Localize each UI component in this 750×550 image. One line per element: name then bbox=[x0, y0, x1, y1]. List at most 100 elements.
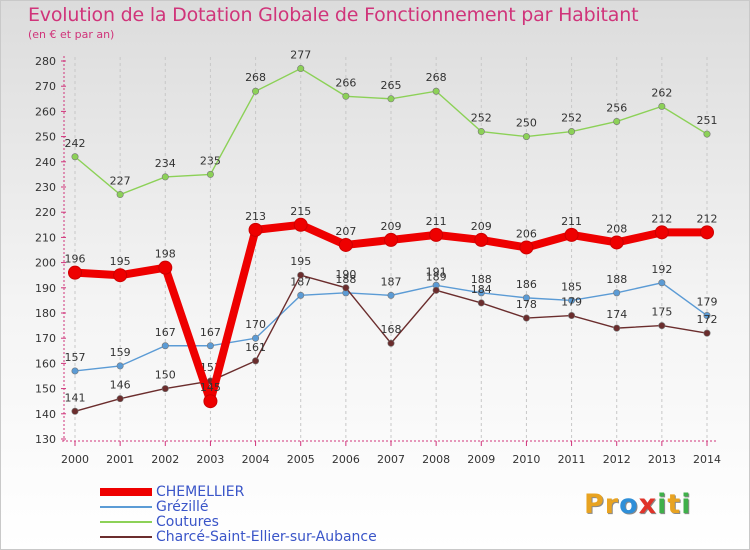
y-tick-label: 210 bbox=[35, 231, 56, 244]
data-label: 213 bbox=[245, 210, 266, 223]
data-label: 252 bbox=[561, 112, 582, 125]
data-label: 170 bbox=[245, 318, 266, 331]
data-point bbox=[161, 173, 169, 181]
legend-swatch bbox=[100, 521, 152, 523]
data-label: 141 bbox=[65, 391, 86, 404]
data-label: 206 bbox=[516, 227, 537, 240]
data-label: 211 bbox=[426, 215, 447, 228]
data-label: 179 bbox=[561, 296, 582, 309]
data-label: 185 bbox=[561, 280, 582, 293]
data-label: 208 bbox=[606, 222, 627, 235]
legend-swatch bbox=[100, 536, 152, 538]
y-tick-label: 160 bbox=[35, 357, 56, 370]
x-tick-label: 2003 bbox=[196, 453, 224, 466]
data-point bbox=[116, 191, 124, 199]
data-point bbox=[71, 153, 79, 161]
data-label: 256 bbox=[606, 101, 627, 114]
x-tick-label: 2013 bbox=[648, 453, 676, 466]
data-point bbox=[206, 342, 214, 350]
data-point bbox=[477, 299, 485, 307]
data-label: 209 bbox=[381, 220, 402, 233]
data-point bbox=[158, 260, 173, 275]
data-point bbox=[161, 342, 169, 350]
data-label: 227 bbox=[110, 175, 131, 188]
data-label: 157 bbox=[65, 351, 86, 364]
x-tick-label: 2009 bbox=[467, 453, 495, 466]
y-tick-label: 140 bbox=[35, 408, 56, 421]
data-point bbox=[613, 324, 621, 332]
data-point bbox=[564, 227, 579, 242]
data-point bbox=[703, 312, 711, 320]
data-label: 187 bbox=[381, 275, 402, 288]
data-label: 195 bbox=[110, 255, 131, 268]
y-tick-label: 170 bbox=[35, 332, 56, 345]
y-tick-label: 220 bbox=[35, 206, 56, 219]
data-point bbox=[161, 385, 169, 393]
data-label: 268 bbox=[245, 71, 266, 84]
data-point bbox=[474, 232, 489, 247]
data-label: 234 bbox=[155, 157, 176, 170]
data-point bbox=[252, 357, 260, 365]
data-label: 212 bbox=[697, 212, 718, 225]
proxiti-logo: Proxiti bbox=[584, 489, 692, 520]
data-point bbox=[568, 312, 576, 320]
data-point bbox=[703, 329, 711, 337]
data-label: 168 bbox=[381, 323, 402, 336]
data-point bbox=[613, 289, 621, 297]
data-point bbox=[477, 128, 485, 136]
data-label: 198 bbox=[155, 248, 176, 261]
data-label: 189 bbox=[426, 270, 447, 283]
data-point bbox=[338, 237, 353, 252]
data-point bbox=[297, 271, 305, 279]
y-tick-label: 250 bbox=[35, 131, 56, 144]
data-point bbox=[568, 128, 576, 136]
data-point bbox=[522, 294, 530, 302]
data-point bbox=[522, 133, 530, 141]
data-point bbox=[609, 235, 624, 250]
data-label: 167 bbox=[155, 326, 176, 339]
data-label: 235 bbox=[200, 154, 221, 167]
data-point bbox=[700, 225, 714, 240]
data-label: 209 bbox=[471, 220, 492, 233]
data-point bbox=[519, 240, 534, 255]
data-label: 262 bbox=[651, 86, 672, 99]
data-label: 161 bbox=[245, 341, 266, 354]
data-point bbox=[248, 222, 263, 237]
x-tick-label: 2001 bbox=[106, 453, 134, 466]
data-label: 207 bbox=[335, 225, 356, 238]
data-point bbox=[432, 87, 440, 95]
data-label: 145 bbox=[200, 381, 221, 394]
data-label: 188 bbox=[471, 273, 492, 286]
data-label: 211 bbox=[561, 215, 582, 228]
x-tick-label: 2004 bbox=[242, 453, 270, 466]
legend-label: Coutures bbox=[156, 514, 219, 530]
legend-label: Charcé-Saint-Ellier-sur-Aubance bbox=[156, 529, 377, 545]
data-label: 251 bbox=[697, 114, 718, 127]
chart-title: Evolution de la Dotation Globale de Fonc… bbox=[28, 4, 639, 26]
data-label: 192 bbox=[651, 263, 672, 276]
data-point bbox=[658, 102, 666, 110]
data-label: 179 bbox=[697, 296, 718, 309]
y-tick-label: 180 bbox=[35, 307, 56, 320]
data-point bbox=[522, 314, 530, 322]
data-point bbox=[568, 296, 576, 304]
data-point bbox=[477, 289, 485, 297]
data-label: 215 bbox=[290, 205, 311, 218]
data-label: 277 bbox=[290, 49, 311, 62]
data-label: 196 bbox=[65, 253, 86, 266]
data-point bbox=[113, 268, 128, 283]
y-tick-label: 240 bbox=[35, 156, 56, 169]
data-point bbox=[203, 394, 218, 409]
data-point bbox=[387, 339, 395, 347]
data-point bbox=[297, 291, 305, 299]
data-label: 175 bbox=[651, 306, 672, 319]
data-point bbox=[297, 65, 305, 73]
data-point bbox=[71, 367, 79, 375]
x-tick-label: 2007 bbox=[377, 453, 405, 466]
data-point bbox=[432, 286, 440, 294]
data-label: 178 bbox=[516, 298, 537, 311]
y-tick-label: 280 bbox=[35, 55, 56, 68]
data-label: 190 bbox=[335, 268, 356, 281]
y-tick-label: 130 bbox=[35, 433, 56, 446]
